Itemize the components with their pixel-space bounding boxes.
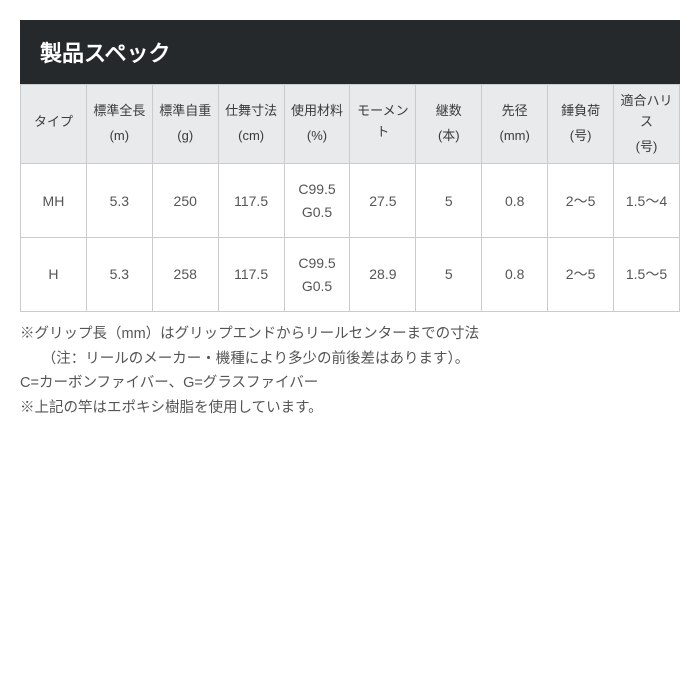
cell-weight: 258 xyxy=(152,238,218,312)
cell-moment: 27.5 xyxy=(350,164,416,238)
cell-material: C99.5G0.5 xyxy=(284,164,350,238)
note-line: ※グリップ長（mm）はグリップエンドからリールセンターまでの寸法 xyxy=(20,322,680,347)
col-weight: 標準自重(g) xyxy=(152,85,218,164)
cell-length: 5.3 xyxy=(86,238,152,312)
cell-line: 1.5～4 xyxy=(614,164,680,238)
table-header-row: タイプ 標準全長(m) 標準自重(g) 仕舞寸法(cm) 使用材料(%) モーメ… xyxy=(21,85,680,164)
cell-sections: 5 xyxy=(416,238,482,312)
cell-sinker: 2～5 xyxy=(548,238,614,312)
cell-length: 5.3 xyxy=(86,164,152,238)
cell-type: MH xyxy=(21,164,87,238)
spec-container: 製品スペック タイプ 標準全長(m) 標準自重(g) 仕舞寸法(cm) 使用材料… xyxy=(0,0,700,441)
cell-tipdia: 0.8 xyxy=(482,164,548,238)
col-moment: モーメント xyxy=(350,85,416,164)
col-tipdia: 先径(mm) xyxy=(482,85,548,164)
col-type: タイプ xyxy=(21,85,87,164)
table-row: H 5.3 258 117.5 C99.5G0.5 28.9 5 0.8 2～5… xyxy=(21,238,680,312)
note-line: ※上記の竿はエポキシ樹脂を使用しています。 xyxy=(20,396,680,421)
cell-closed: 117.5 xyxy=(218,164,284,238)
notes: ※グリップ長（mm）はグリップエンドからリールセンターまでの寸法 （注：リールの… xyxy=(20,322,680,421)
cell-sections: 5 xyxy=(416,164,482,238)
cell-type: H xyxy=(21,238,87,312)
cell-line: 1.5～5 xyxy=(614,238,680,312)
note-line: C=カーボンファイバー、G=グラスファイバー xyxy=(20,371,680,396)
spec-title: 製品スペック xyxy=(20,20,680,84)
col-sinker: 錘負荷(号) xyxy=(548,85,614,164)
table-row: MH 5.3 250 117.5 C99.5G0.5 27.5 5 0.8 2～… xyxy=(21,164,680,238)
note-line: （注：リールのメーカー・機種により多少の前後差はあります）。 xyxy=(20,347,680,372)
col-line: 適合ハリス(号) xyxy=(614,85,680,164)
col-sections: 継数(本) xyxy=(416,85,482,164)
cell-weight: 250 xyxy=(152,164,218,238)
cell-moment: 28.9 xyxy=(350,238,416,312)
cell-material: C99.5G0.5 xyxy=(284,238,350,312)
table-body: MH 5.3 250 117.5 C99.5G0.5 27.5 5 0.8 2～… xyxy=(21,164,680,312)
cell-sinker: 2～5 xyxy=(548,164,614,238)
cell-tipdia: 0.8 xyxy=(482,238,548,312)
col-closed: 仕舞寸法(cm) xyxy=(218,85,284,164)
col-length: 標準全長(m) xyxy=(86,85,152,164)
col-material: 使用材料(%) xyxy=(284,85,350,164)
spec-table: タイプ 標準全長(m) 標準自重(g) 仕舞寸法(cm) 使用材料(%) モーメ… xyxy=(20,84,680,312)
cell-closed: 117.5 xyxy=(218,238,284,312)
